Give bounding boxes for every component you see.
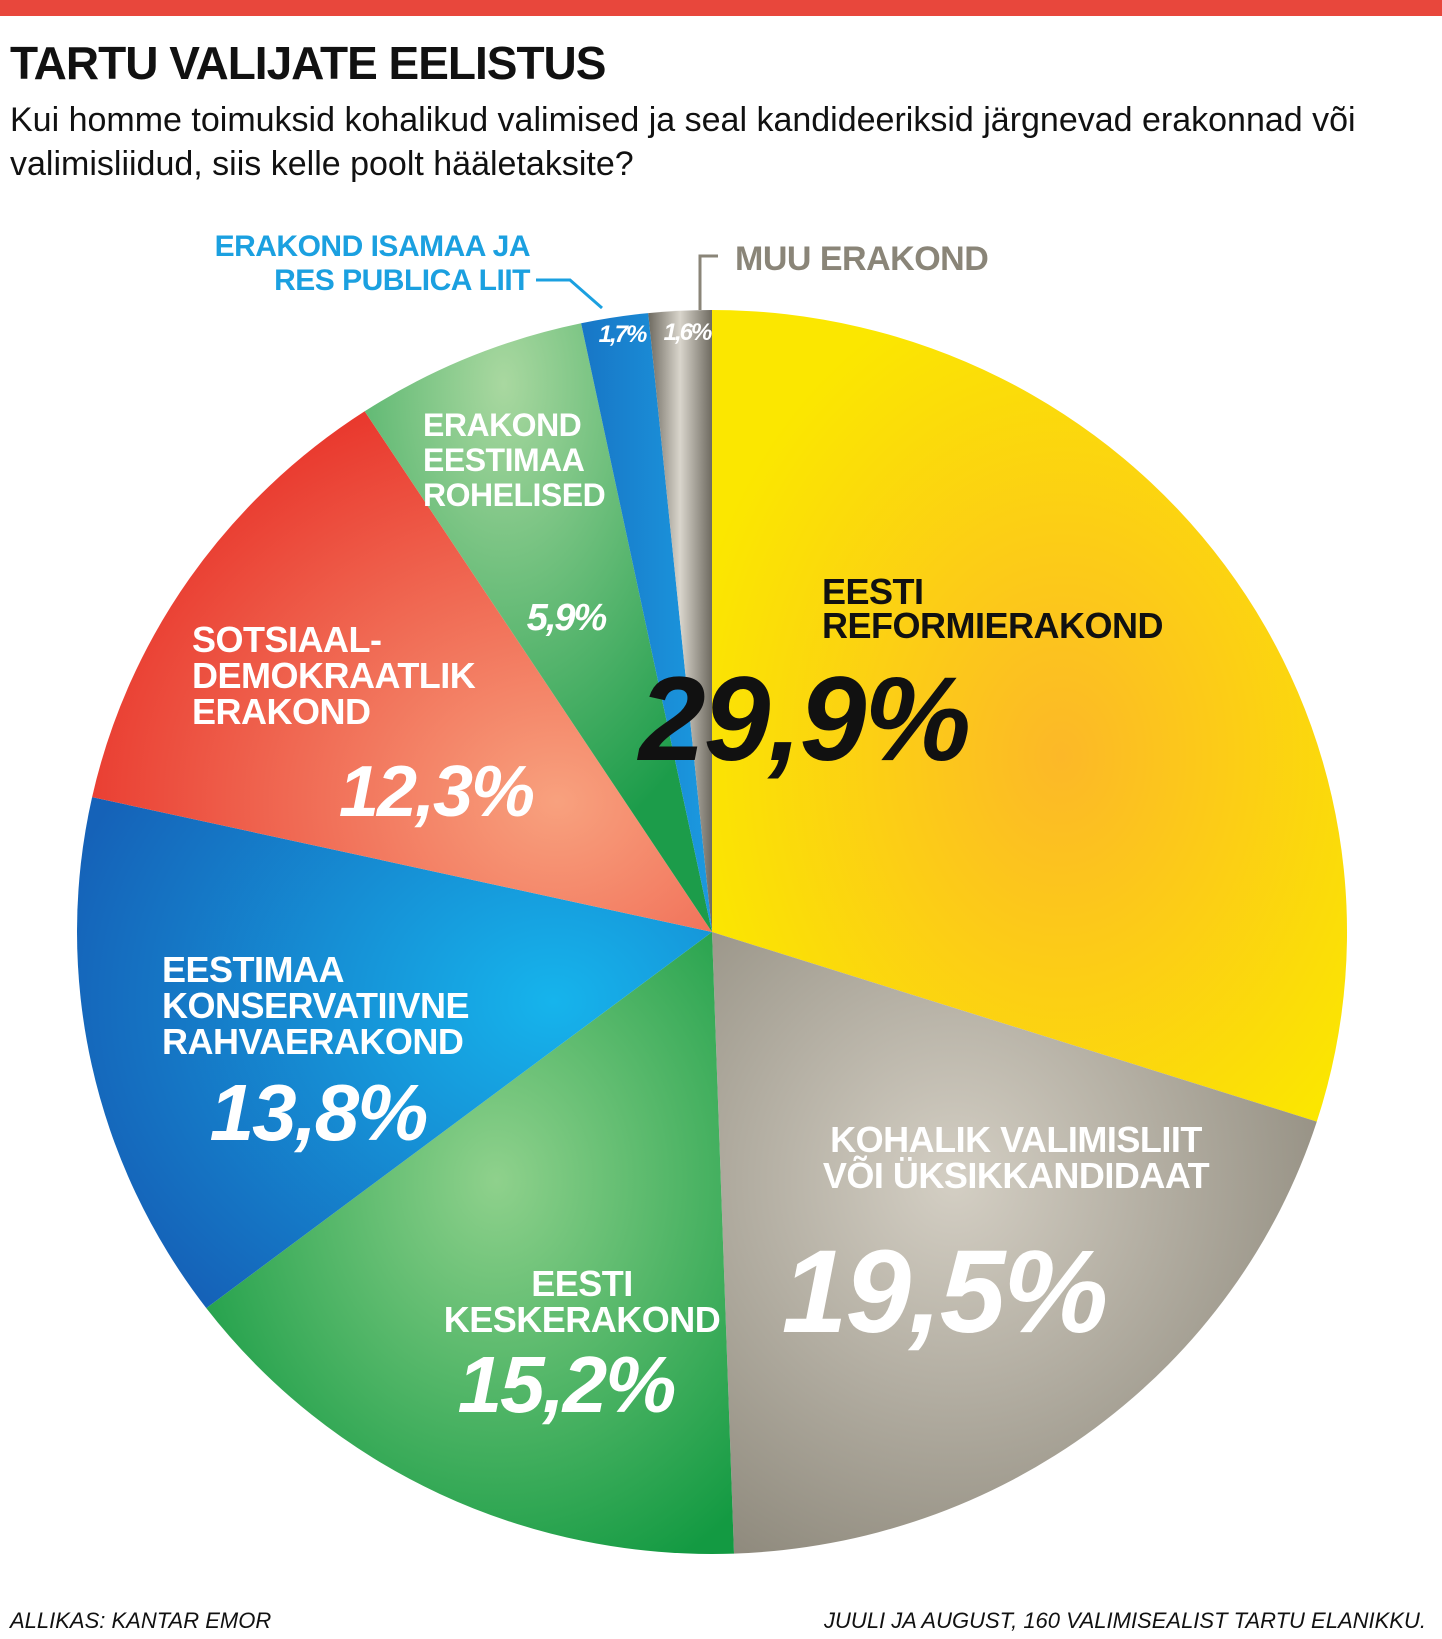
slice-label-sde-line-3: ERAKOND	[192, 691, 371, 732]
slice-value-kohalik: 19,5%	[782, 1226, 1107, 1358]
slice-label-reform-line-1: EESTI	[822, 571, 924, 612]
pie-slice-rohelised	[364, 323, 712, 932]
top-rule	[0, 0, 1442, 16]
slice-value-muu: 1,6%	[664, 319, 712, 346]
chart-title: TARTU VALIJATE EELISTUS	[10, 37, 606, 89]
slice-label-kesk-line-1: EESTI	[531, 1263, 633, 1304]
slice-label-rohelised-line-3: ROHELISED	[423, 477, 605, 513]
slice-value-ekre: 13,8%	[210, 1068, 427, 1157]
pie-slice-muu	[648, 309, 712, 932]
slice-value-sde: 12,3%	[339, 752, 534, 832]
slice-label-group-muu: MUU ERAKOND 1,6%	[664, 240, 989, 346]
pie-slice-kesk	[206, 932, 735, 1554]
sample-note: JUULI JA AUGUST, 160 VALIMISEALIST TARTU…	[824, 1608, 1426, 1633]
slice-value-kesk: 15,2%	[458, 1340, 675, 1429]
slice-label-sde-line-1: SOTSIAAL-	[192, 619, 382, 660]
source-note: ALLIKAS: KANTAR EMOR	[10, 1608, 272, 1633]
chart-subtitle: Kui homme toimuksid kohalikud valimised …	[10, 101, 1356, 183]
slice-label-ekre-line-1: EESTIMAA	[162, 949, 345, 990]
slice-label-ekre-line-2: KONSERVATIIVNE	[162, 985, 469, 1026]
leader-line-isamaa	[536, 278, 603, 310]
pie-slice-kohalik	[712, 932, 1317, 1554]
slice-label-kesk-line-2: KESKERAKOND	[444, 1299, 721, 1340]
leader-line-muu	[698, 254, 718, 310]
slice-value-rohelised: 5,9%	[527, 597, 607, 639]
slice-label-kohalik-line-1: KOHALIK VALIMISLIIT	[830, 1119, 1202, 1160]
slice-label-kohalik-line-2: VÕI ÜKSIKKANDIDAAT	[823, 1154, 1210, 1196]
slice-label-muu-line-1: MUU ERAKOND	[735, 240, 988, 278]
pie-slice-isamaa	[581, 313, 712, 933]
pie-slice-ekre	[77, 797, 713, 1309]
slices-layer	[77, 309, 1348, 1554]
slice-label-isamaa-line-1: ERAKOND ISAMAA JA	[215, 230, 530, 263]
slice-label-sde-line-2: DEMOKRAATLIK	[192, 655, 476, 696]
slice-label-isamaa-line-2: RES PUBLICA LIIT	[274, 264, 530, 297]
slice-label-rohelised-line-2: EESTIMAA	[423, 442, 585, 478]
slice-value-isamaa: 1,7%	[599, 321, 647, 348]
slice-label-reform-line-2: REFORMIERAKOND	[822, 605, 1163, 646]
slice-value-reform: 29,9%	[637, 652, 969, 786]
pie-slice-sde	[92, 411, 713, 932]
slice-label-ekre-line-3: RAHVAERAKOND	[162, 1021, 463, 1062]
pie-slice-reform	[712, 310, 1348, 1122]
slice-label-rohelised-line-1: ERAKOND	[423, 407, 581, 443]
